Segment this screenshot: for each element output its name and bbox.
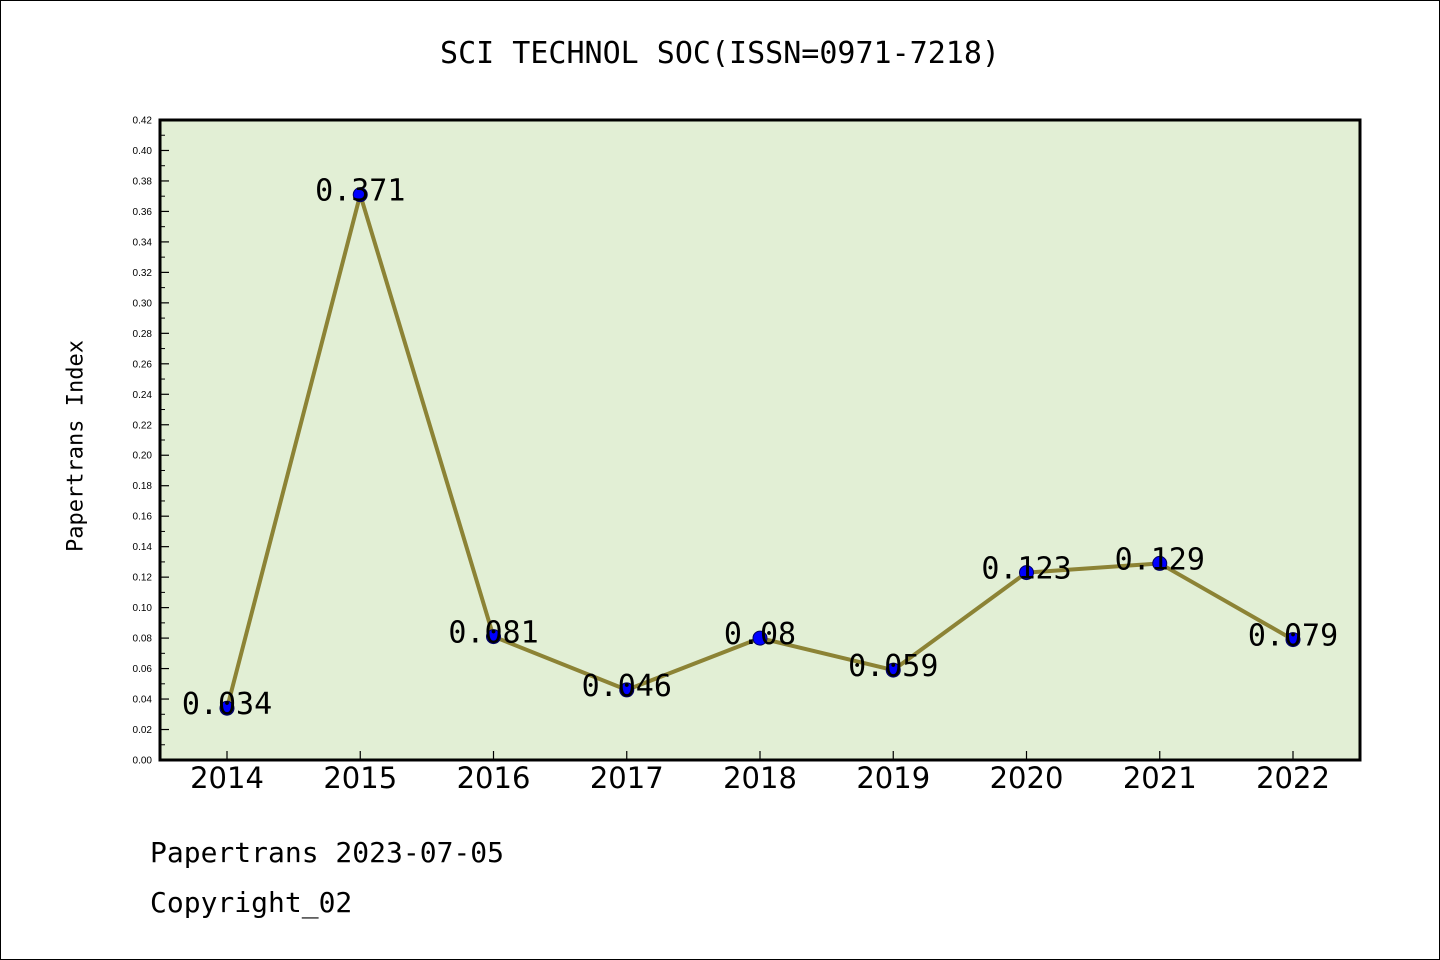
y-tick-label: 0.18 (133, 481, 153, 492)
x-tick-label: 2019 (856, 761, 930, 795)
data-point (619, 682, 635, 698)
x-tick-label: 2015 (323, 761, 397, 795)
y-tick-label: 0.40 (133, 146, 153, 157)
x-tick-label: 2017 (590, 761, 664, 795)
data-label: 0.371 (315, 174, 405, 209)
y-tick-label: 0.08 (133, 634, 153, 645)
data-label: 0.034 (182, 687, 272, 722)
y-tick-label: 0.12 (133, 573, 153, 584)
y-tick-label: 0.06 (133, 664, 153, 675)
y-tick-label: 0.16 (133, 512, 153, 523)
data-label: 0.081 (448, 616, 538, 651)
y-tick-label: 0.34 (133, 237, 153, 248)
data-point (352, 187, 368, 203)
chart-title: SCI TECHNOL SOC(ISSN=0971-7218) (440, 36, 1000, 71)
y-tick-label: 0.10 (133, 603, 153, 614)
y-tick-label: 0.26 (133, 359, 153, 370)
plot-area (160, 120, 1360, 760)
x-tick-label: 2021 (1123, 761, 1197, 795)
y-tick-label: 0.14 (133, 542, 153, 553)
y-tick-label: 0.28 (133, 329, 153, 340)
data-point (885, 662, 901, 678)
y-tick-label: 0.32 (133, 268, 153, 279)
x-tick-label: 2016 (457, 761, 531, 795)
footer-copyright: Copyright_02 (150, 886, 353, 919)
x-tick-label: 2022 (1256, 761, 1330, 795)
y-tick-label: 0.04 (133, 695, 153, 706)
y-tick-label: 0.00 (133, 756, 153, 767)
data-label: 0.08 (724, 617, 796, 652)
data-label: 0.046 (582, 669, 672, 704)
x-tick-label: 2020 (990, 761, 1064, 795)
y-tick-label: 0.22 (133, 420, 153, 431)
data-label: 0.123 (981, 552, 1071, 587)
data-point (486, 629, 501, 645)
data-point (1019, 565, 1034, 581)
data-label: 0.079 (1248, 619, 1338, 654)
x-tick-label: 2018 (723, 761, 797, 795)
x-tick-label: 2014 (190, 761, 264, 795)
y-tick-label: 0.02 (133, 725, 153, 736)
data-series (219, 187, 1301, 716)
y-tick-label: 0.36 (133, 207, 153, 218)
plot-border (158, 118, 1362, 762)
data-label: 0.129 (1115, 542, 1205, 577)
data-point (219, 700, 235, 716)
footer-date: Papertrans 2023-07-05 (150, 836, 505, 869)
y-tick-label: 0.20 (133, 451, 153, 462)
data-point (752, 630, 768, 646)
data-labels: 0.034 0.371 0.081 0.046 0.08 0.059 0.123 0.129 0… (182, 174, 1338, 723)
y-tick-label: 0.38 (133, 176, 153, 187)
y-tick-label: 0.30 (133, 298, 153, 309)
data-label: 0.059 (848, 649, 938, 684)
data-point (1285, 632, 1301, 648)
y-tick-label: 0.42 (133, 116, 153, 127)
data-point (1152, 555, 1168, 571)
x-axis: 2014 2015 2016 2017 2018 2019 2020 2021 2022 (190, 751, 1330, 795)
y-tick-label: 0.24 (133, 390, 153, 401)
